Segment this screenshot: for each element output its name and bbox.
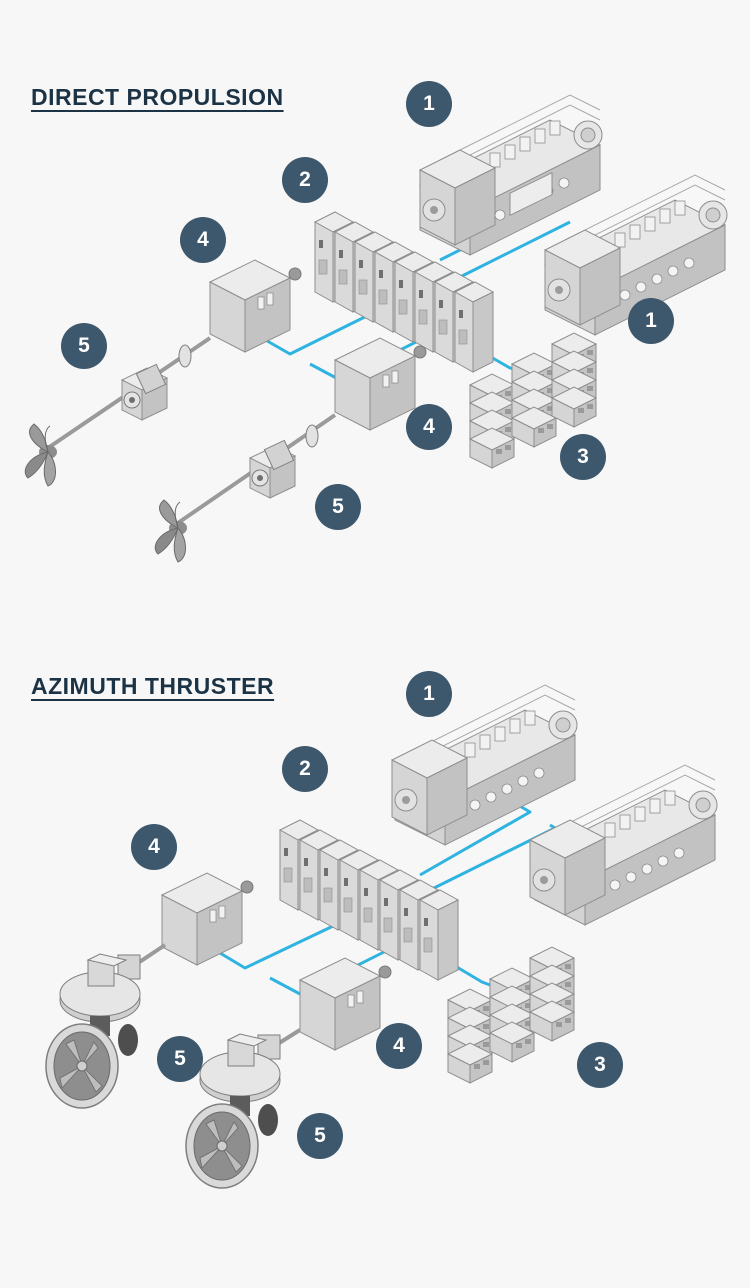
battery-bank — [447, 946, 575, 1084]
badge-4-motor: 4 — [131, 824, 177, 870]
badge-1-engine-generator: 1 — [406, 671, 452, 717]
azimuth-unit-lower — [185, 1028, 302, 1189]
badge-1-engine-generator: 1 — [406, 81, 452, 127]
badge-4-motor: 4 — [180, 217, 226, 263]
switchboard — [279, 819, 459, 981]
section-title-direct-propulsion: DIRECT PROPULSION — [31, 84, 284, 110]
badge-5-propeller-shaft: 5 — [315, 484, 361, 530]
badge-4-motor: 4 — [376, 1023, 422, 1069]
direct-propulsion-diagram — [24, 94, 728, 563]
azimuth-unit-upper — [45, 943, 167, 1109]
section-title-azimuth-thruster: AZIMUTH THRUSTER — [31, 673, 275, 699]
badge-2-switchboard: 2 — [282, 746, 328, 792]
badge-2-switchboard: 2 — [282, 157, 328, 203]
azimuth-thruster-diagram — [45, 684, 718, 1189]
badge-5-azimuth-unit: 5 — [297, 1113, 343, 1159]
shaft-line-upper — [24, 336, 212, 487]
badge-5-azimuth-unit: 5 — [157, 1036, 203, 1082]
motor-upper — [209, 259, 302, 353]
badge-5-propeller-shaft: 5 — [61, 323, 107, 369]
shaft-line-lower — [154, 413, 337, 563]
motor-upper — [161, 872, 254, 966]
badge-3-battery-bank: 3 — [577, 1042, 623, 1088]
engine-generator-top — [419, 94, 603, 256]
badge-4-motor: 4 — [406, 404, 452, 450]
badge-3-battery-bank: 3 — [560, 434, 606, 480]
badge-1-engine-generator: 1 — [628, 298, 674, 344]
